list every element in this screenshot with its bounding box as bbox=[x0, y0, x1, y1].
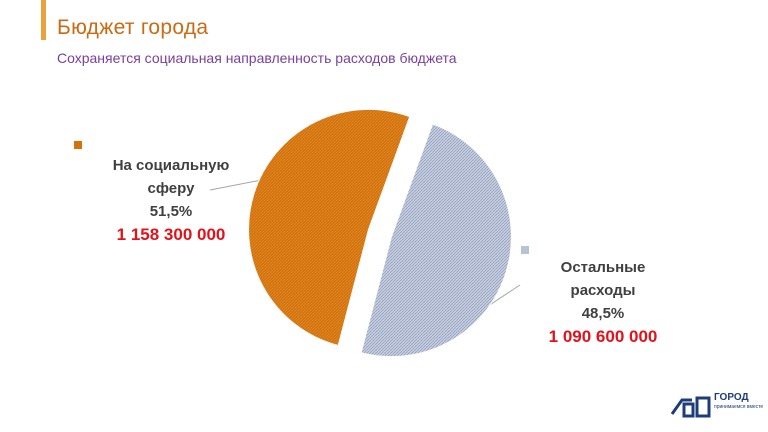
slice-label-social-amount: 1 158 300 000 bbox=[116, 225, 226, 244]
slice-label-social-line1: На социальную bbox=[112, 157, 230, 174]
slice-label-other-amount: 1 090 600 000 bbox=[548, 327, 658, 346]
page-subtitle: Сохраняется социальная направленность ра… bbox=[57, 50, 457, 66]
legend-marker-other bbox=[521, 246, 529, 254]
page-title: Бюджет города bbox=[57, 16, 209, 39]
legend-marker-social bbox=[74, 141, 82, 149]
slice-label-social: На социальную сферу 51,5% 1 158 300 000 bbox=[96, 154, 246, 246]
logo-text: ГОРОД bbox=[714, 392, 749, 403]
slice-label-social-line2: сферу bbox=[147, 180, 195, 197]
pie-slice-other bbox=[360, 123, 512, 358]
city-budget-logo-icon bbox=[670, 396, 711, 418]
pie-slice-social bbox=[248, 108, 411, 347]
slice-label-social-percent: 51,5% bbox=[149, 203, 193, 220]
header-accent-bar bbox=[41, 0, 46, 40]
slice-label-other: Остальные расходы 48,5% 1 090 600 000 bbox=[528, 256, 678, 348]
logo-subtext: принимаемся вместе bbox=[714, 404, 764, 410]
slice-label-other-line1: Остальные bbox=[560, 259, 646, 276]
slice-label-other-line2: расходы bbox=[570, 282, 636, 299]
slice-label-other-percent: 48,5% bbox=[581, 305, 625, 322]
